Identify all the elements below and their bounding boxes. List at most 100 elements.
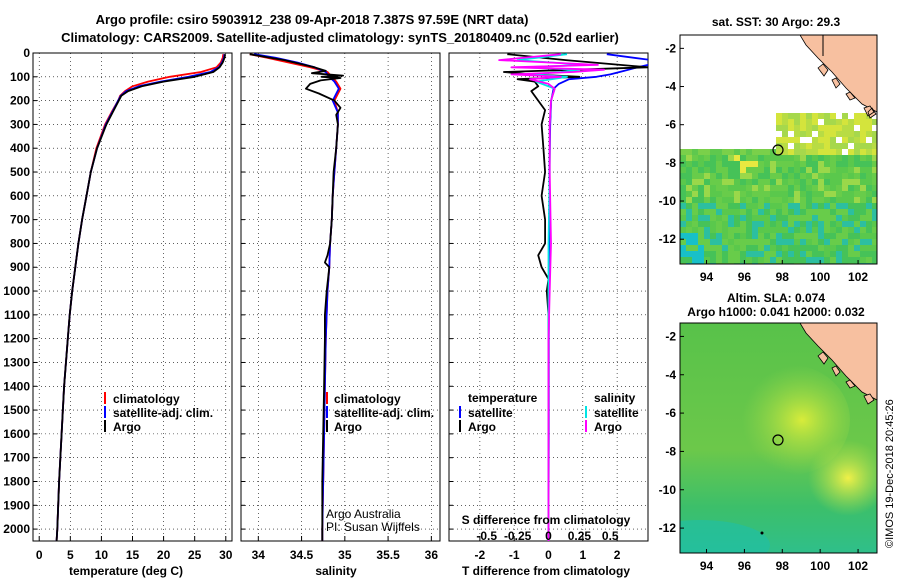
sst-cell <box>800 239 806 245</box>
lon-tick-label: 102 <box>848 270 868 284</box>
sst-cell <box>704 239 710 245</box>
sst-cell <box>698 185 704 191</box>
sst-cell <box>812 185 818 191</box>
sst-cell <box>764 161 770 167</box>
sst-cell <box>686 221 692 227</box>
sst-cell <box>824 143 830 149</box>
sst-cell <box>818 167 824 173</box>
sst-cell <box>794 167 800 173</box>
sst-cell <box>734 257 740 263</box>
sst-cell <box>818 131 824 137</box>
depth-tick-label: 1800 <box>3 474 30 488</box>
sst-cell <box>836 197 842 203</box>
sst-cell <box>800 227 806 233</box>
sst-cell <box>860 155 866 161</box>
sst-cell <box>830 227 836 233</box>
sst-cell <box>842 209 848 215</box>
sst-cell <box>860 185 866 191</box>
sst-cell <box>830 239 836 245</box>
sst-cell <box>734 239 740 245</box>
sst-cell <box>692 209 698 215</box>
sst-cell <box>728 191 734 197</box>
sst-cell <box>812 251 818 257</box>
sst-cell <box>752 227 758 233</box>
sst-cell <box>716 221 722 227</box>
sst-cell <box>824 125 830 131</box>
sla-anomaly-high <box>730 365 850 475</box>
sst-cell <box>800 209 806 215</box>
sst-cell <box>716 203 722 209</box>
series-line-argo <box>55 54 227 541</box>
series-line-satellite-adj-clim- <box>55 54 226 541</box>
sst-cell <box>758 173 764 179</box>
sst-cell <box>692 227 698 233</box>
sst-cell <box>818 257 824 263</box>
sst-cell <box>806 155 812 161</box>
sst-cell <box>704 251 710 257</box>
sst-cell <box>872 197 877 203</box>
sst-cell <box>848 245 854 251</box>
lat-tick-label: -12 <box>659 521 677 535</box>
sst-cell <box>842 221 848 227</box>
sst-cell <box>686 191 692 197</box>
sst-cell <box>782 251 788 257</box>
sst-cell <box>728 233 734 239</box>
sst-cell <box>782 149 788 155</box>
sst-cell <box>734 233 740 239</box>
sst-cell <box>848 161 854 167</box>
sst-cell <box>746 179 752 185</box>
sst-cell <box>788 197 794 203</box>
sst-cell <box>860 215 866 221</box>
sst-cell <box>776 137 782 143</box>
sst-cell <box>752 179 758 185</box>
sst-cell <box>866 155 872 161</box>
sst-cell <box>872 233 877 239</box>
sst-cell <box>770 191 776 197</box>
sst-cell <box>776 197 782 203</box>
sst-cell <box>686 167 692 173</box>
sst-cell <box>734 167 740 173</box>
sst-cell <box>800 179 806 185</box>
depth-tick-label: 400 <box>10 141 30 155</box>
sst-cell <box>746 155 752 161</box>
sst-cell <box>698 167 704 173</box>
sst-cell <box>692 239 698 245</box>
sst-cell <box>782 119 788 125</box>
sst-cell <box>716 173 722 179</box>
sst-cell <box>704 191 710 197</box>
sst-cell <box>680 161 686 167</box>
sst-cell <box>794 197 800 203</box>
sst-map-frame <box>679 34 878 265</box>
sst-cell <box>680 185 686 191</box>
sst-cell <box>716 191 722 197</box>
sst-cell <box>872 227 877 233</box>
sst-cell <box>866 179 872 185</box>
sst-cell <box>806 227 812 233</box>
sst-cell <box>770 179 776 185</box>
sst-cell <box>824 185 830 191</box>
sst-cell <box>716 215 722 221</box>
salinity-xlabel: salinity <box>315 564 357 578</box>
sst-cell <box>686 233 692 239</box>
series-line-climatology <box>55 54 225 541</box>
sst-cell <box>854 209 860 215</box>
sst-cell <box>800 143 806 149</box>
sst-cell <box>830 257 836 263</box>
sst-cell <box>722 227 728 233</box>
sst-cell <box>836 239 842 245</box>
sst-cell <box>854 191 860 197</box>
sst-cell <box>836 215 842 221</box>
sst-cell <box>806 239 812 245</box>
sst-cell <box>704 185 710 191</box>
sla-map-axes: 94 96 98 100 102 -2 -4 -6 -8 -10 -12 <box>659 329 869 573</box>
sst-cell <box>794 161 800 167</box>
sst-cell <box>872 185 877 191</box>
sst-cell <box>818 203 824 209</box>
legend-label-sal-satellite: satellite <box>594 406 639 420</box>
lat-tick-label: -2 <box>665 41 676 55</box>
sst-cell <box>866 125 872 131</box>
sst-cell <box>728 203 734 209</box>
sst-cell <box>704 167 710 173</box>
sst-cell <box>806 209 812 215</box>
temperature-panel: 0 5 10 15 20 25 30 temperature (deg C) climato… <box>32 52 233 578</box>
